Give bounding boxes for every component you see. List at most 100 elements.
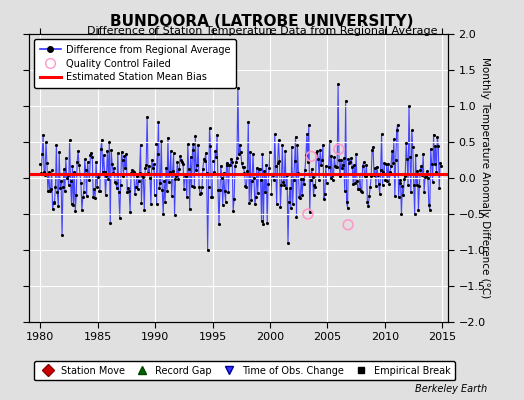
Point — [180, 186, 188, 192]
Point — [362, 161, 370, 168]
Point — [412, 182, 421, 188]
Point — [116, 182, 125, 188]
Point — [128, 167, 136, 173]
Point — [243, 168, 252, 174]
Point — [277, 182, 286, 188]
Point — [147, 201, 155, 208]
Point — [82, 193, 91, 200]
Point — [429, 179, 437, 186]
Point — [155, 185, 163, 191]
Point — [96, 187, 104, 194]
Point — [365, 192, 374, 199]
Point — [394, 121, 402, 128]
Point — [377, 131, 386, 138]
Point — [350, 162, 358, 168]
Point — [345, 160, 354, 166]
Point — [110, 165, 118, 172]
Point — [331, 162, 340, 169]
Point — [177, 157, 185, 163]
Point — [207, 194, 215, 200]
Point — [135, 178, 143, 184]
Point — [130, 169, 138, 175]
Point — [348, 164, 356, 170]
Point — [381, 177, 389, 183]
Point — [341, 188, 349, 194]
Point — [364, 203, 373, 209]
Point — [334, 81, 342, 88]
Point — [112, 180, 120, 186]
Point — [40, 168, 48, 175]
Point — [214, 187, 222, 193]
Point — [335, 157, 343, 163]
Point — [60, 166, 68, 172]
Point — [125, 188, 134, 194]
Point — [373, 164, 381, 170]
Point — [203, 247, 212, 253]
Point — [149, 161, 158, 168]
Point — [408, 127, 416, 134]
Point — [432, 169, 441, 176]
Point — [254, 190, 262, 196]
Point — [290, 158, 299, 164]
Point — [219, 202, 227, 208]
Point — [328, 153, 336, 160]
Point — [192, 167, 201, 174]
Point — [175, 166, 183, 172]
Point — [37, 170, 46, 176]
Point — [230, 196, 238, 203]
Point — [292, 214, 301, 220]
Point — [132, 184, 140, 190]
Point — [86, 152, 95, 159]
Point — [320, 196, 328, 202]
Point — [270, 177, 278, 183]
Legend: Station Move, Record Gap, Time of Obs. Change, Empirical Break: Station Move, Record Gap, Time of Obs. C… — [34, 361, 455, 380]
Point — [289, 201, 297, 208]
Point — [257, 218, 266, 224]
Point — [418, 172, 427, 178]
Point — [343, 204, 352, 211]
Point — [410, 181, 418, 188]
Point — [134, 186, 142, 192]
Point — [49, 199, 58, 205]
Point — [42, 139, 50, 146]
Point — [212, 154, 220, 160]
Point — [433, 133, 442, 140]
Point — [99, 169, 107, 176]
Point — [56, 184, 64, 191]
Point — [356, 171, 364, 177]
Point — [173, 159, 182, 165]
Point — [48, 167, 56, 173]
Point — [54, 203, 62, 210]
Point — [193, 162, 201, 168]
Point — [337, 157, 345, 163]
Point — [362, 173, 370, 179]
Point — [198, 184, 206, 190]
Point — [388, 148, 396, 154]
Point — [100, 152, 108, 158]
Point — [236, 149, 245, 156]
Point — [382, 160, 390, 167]
Point — [195, 184, 203, 190]
Point — [390, 193, 399, 200]
Point — [402, 140, 410, 147]
Point — [235, 151, 243, 158]
Point — [88, 154, 96, 160]
Point — [270, 131, 279, 138]
Point — [304, 122, 313, 128]
Point — [115, 214, 124, 221]
Point — [378, 182, 387, 188]
Point — [407, 189, 415, 196]
Point — [420, 188, 428, 195]
Point — [275, 137, 283, 144]
Point — [396, 177, 405, 183]
Point — [387, 163, 395, 170]
Point — [143, 113, 151, 120]
Point — [36, 161, 45, 168]
Point — [126, 208, 134, 215]
Point — [262, 162, 270, 168]
Point — [169, 150, 178, 156]
Point — [216, 187, 224, 193]
Point — [188, 183, 196, 190]
Point — [189, 140, 198, 147]
Y-axis label: Monthly Temperature Anomaly Difference (°C): Monthly Temperature Anomaly Difference (… — [480, 57, 490, 299]
